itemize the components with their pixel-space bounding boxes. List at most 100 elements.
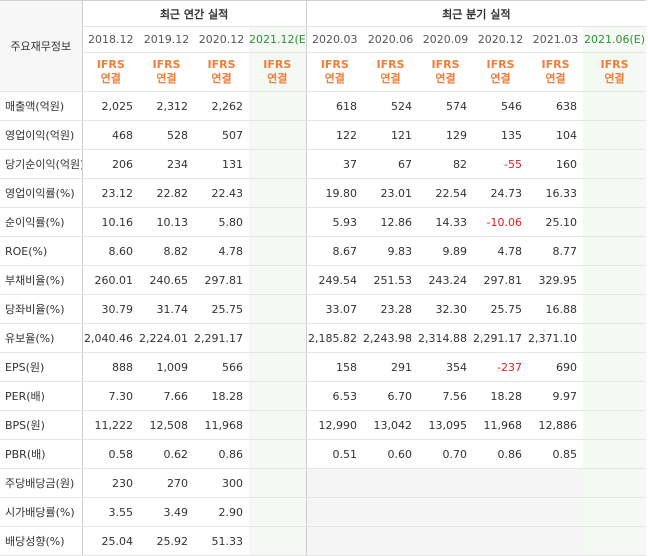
table-row: ROE(%) 8.60 8.82 4.78 8.67 9.83 9.89 4.78 8.77 <box>0 236 647 266</box>
table-row: 부채비율(%) 260.01 240.65 297.81 249.54 251.53 243… <box>0 265 647 295</box>
table-row: EPS(원) 888 1,009 566 158 291 354 -237 690 <box>0 352 647 382</box>
value-cell: 249.54 <box>306 265 364 295</box>
value-cell: 25.10 <box>528 207 584 237</box>
value-cell: 0.58 <box>82 439 139 469</box>
table-row: 주당배당금(원) 230 270 300 <box>0 468 647 498</box>
value-cell: 251.53 <box>363 265 419 295</box>
value-cell: 8.60 <box>82 236 139 266</box>
value-cell <box>583 178 647 208</box>
value-cell <box>583 352 647 382</box>
value-cell: 0.85 <box>528 439 584 469</box>
value-cell: -237 <box>473 352 529 382</box>
value-cell: 690 <box>528 352 584 382</box>
value-cell: 12.86 <box>363 207 419 237</box>
value-cell: 9.89 <box>418 236 474 266</box>
value-cell <box>583 207 647 237</box>
value-cell: 234 <box>139 149 194 179</box>
annual-group-header: 최근 연간 실적 <box>82 0 307 27</box>
value-cell: 8.77 <box>528 236 584 266</box>
row-label: PER(배) <box>0 381 83 411</box>
ifrs-top-text: IFRS <box>320 58 349 71</box>
value-cell: 23.12 <box>82 178 139 208</box>
value-cell: 5.80 <box>194 207 249 237</box>
ifrs-label: IFRS 연결 <box>363 52 419 92</box>
table-row: PER(배) 7.30 7.66 18.28 6.53 6.70 7.56 18.28 9.97 <box>0 381 647 411</box>
row-label: BPS(원) <box>0 410 83 440</box>
value-cell: 2,224.01 <box>139 323 194 353</box>
value-cell: 524 <box>363 91 419 121</box>
value-cell: 2,025 <box>82 91 139 121</box>
value-cell <box>583 468 647 498</box>
ifrs-top-text: IFRS <box>541 58 570 71</box>
row-label: PBR(배) <box>0 439 83 469</box>
table-row: 당좌비율(%) 30.79 31.74 25.75 33.07 23.28 32.30 25.… <box>0 294 647 324</box>
value-cell <box>528 526 584 556</box>
value-cell: 25.75 <box>473 294 529 324</box>
value-cell <box>249 236 307 266</box>
value-cell <box>583 526 647 556</box>
period-header: 2021.06(E) <box>583 26 647 53</box>
value-cell: 2.90 <box>194 497 249 527</box>
value-cell: 546 <box>473 91 529 121</box>
row-label: 영업이익률(%) <box>0 178 83 208</box>
row-label: EPS(원) <box>0 352 83 382</box>
value-cell: 135 <box>473 120 529 150</box>
ifrs-label: IFRS 연결 <box>583 52 647 92</box>
ifrs-label: IFRS 연결 <box>194 52 249 92</box>
value-cell: 9.83 <box>363 236 419 266</box>
value-cell <box>306 468 364 498</box>
value-cell <box>583 265 647 295</box>
table-row: 시가배당률(%) 3.55 3.49 2.90 <box>0 497 647 527</box>
ifrs-bottom-text: 연결 <box>156 72 177 85</box>
value-cell: 260.01 <box>82 265 139 295</box>
row-label: 주당배당금(원) <box>0 468 83 498</box>
value-cell: 243.24 <box>418 265 474 295</box>
value-cell: 528 <box>139 120 194 150</box>
ifrs-label: IFRS 연결 <box>528 52 584 92</box>
ifrs-top-text: IFRS <box>96 58 125 71</box>
value-cell: 297.81 <box>194 265 249 295</box>
value-cell: 1,009 <box>139 352 194 382</box>
table-row: BPS(원) 11,222 12,508 11,968 12,990 13,042 13,0… <box>0 410 647 440</box>
ifrs-bottom-text: 연결 <box>100 72 121 85</box>
ifrs-top-text: IFRS <box>263 58 292 71</box>
value-cell <box>418 526 474 556</box>
ifrs-label: IFRS 연결 <box>418 52 474 92</box>
value-cell: 4.78 <box>473 236 529 266</box>
value-cell: 37 <box>306 149 364 179</box>
value-cell: 18.28 <box>194 381 249 411</box>
value-cell: 11,968 <box>194 410 249 440</box>
value-cell <box>249 468 307 498</box>
ifrs-label: IFRS 연결 <box>139 52 194 92</box>
value-cell <box>306 497 364 527</box>
value-cell: 8.67 <box>306 236 364 266</box>
value-cell: 19.80 <box>306 178 364 208</box>
value-cell: 121 <box>363 120 419 150</box>
value-cell <box>249 497 307 527</box>
ifrs-bottom-text: 연결 <box>267 72 288 85</box>
value-cell: 566 <box>194 352 249 382</box>
value-cell: 32.30 <box>418 294 474 324</box>
value-cell <box>418 497 474 527</box>
value-cell: 888 <box>82 352 139 382</box>
quarter-group-header: 최근 분기 실적 <box>306 0 647 27</box>
value-cell: 25.92 <box>139 526 194 556</box>
row-label: 매출액(억원) <box>0 91 83 121</box>
value-cell: 5.93 <box>306 207 364 237</box>
value-cell <box>583 120 647 150</box>
period-header: 2020.03 <box>306 26 364 53</box>
value-cell <box>583 323 647 353</box>
value-cell: 3.49 <box>139 497 194 527</box>
value-cell <box>249 294 307 324</box>
table-row: 당기순이익(억원) 206 234 131 37 67 82 -55 160 <box>0 149 647 179</box>
value-cell: 7.66 <box>139 381 194 411</box>
value-cell: 270 <box>139 468 194 498</box>
period-header: 2020.09 <box>418 26 474 53</box>
value-cell: 0.62 <box>139 439 194 469</box>
value-cell <box>583 236 647 266</box>
value-cell: 6.70 <box>363 381 419 411</box>
value-cell: -55 <box>473 149 529 179</box>
value-cell: 129 <box>418 120 474 150</box>
value-cell: -10.06 <box>473 207 529 237</box>
